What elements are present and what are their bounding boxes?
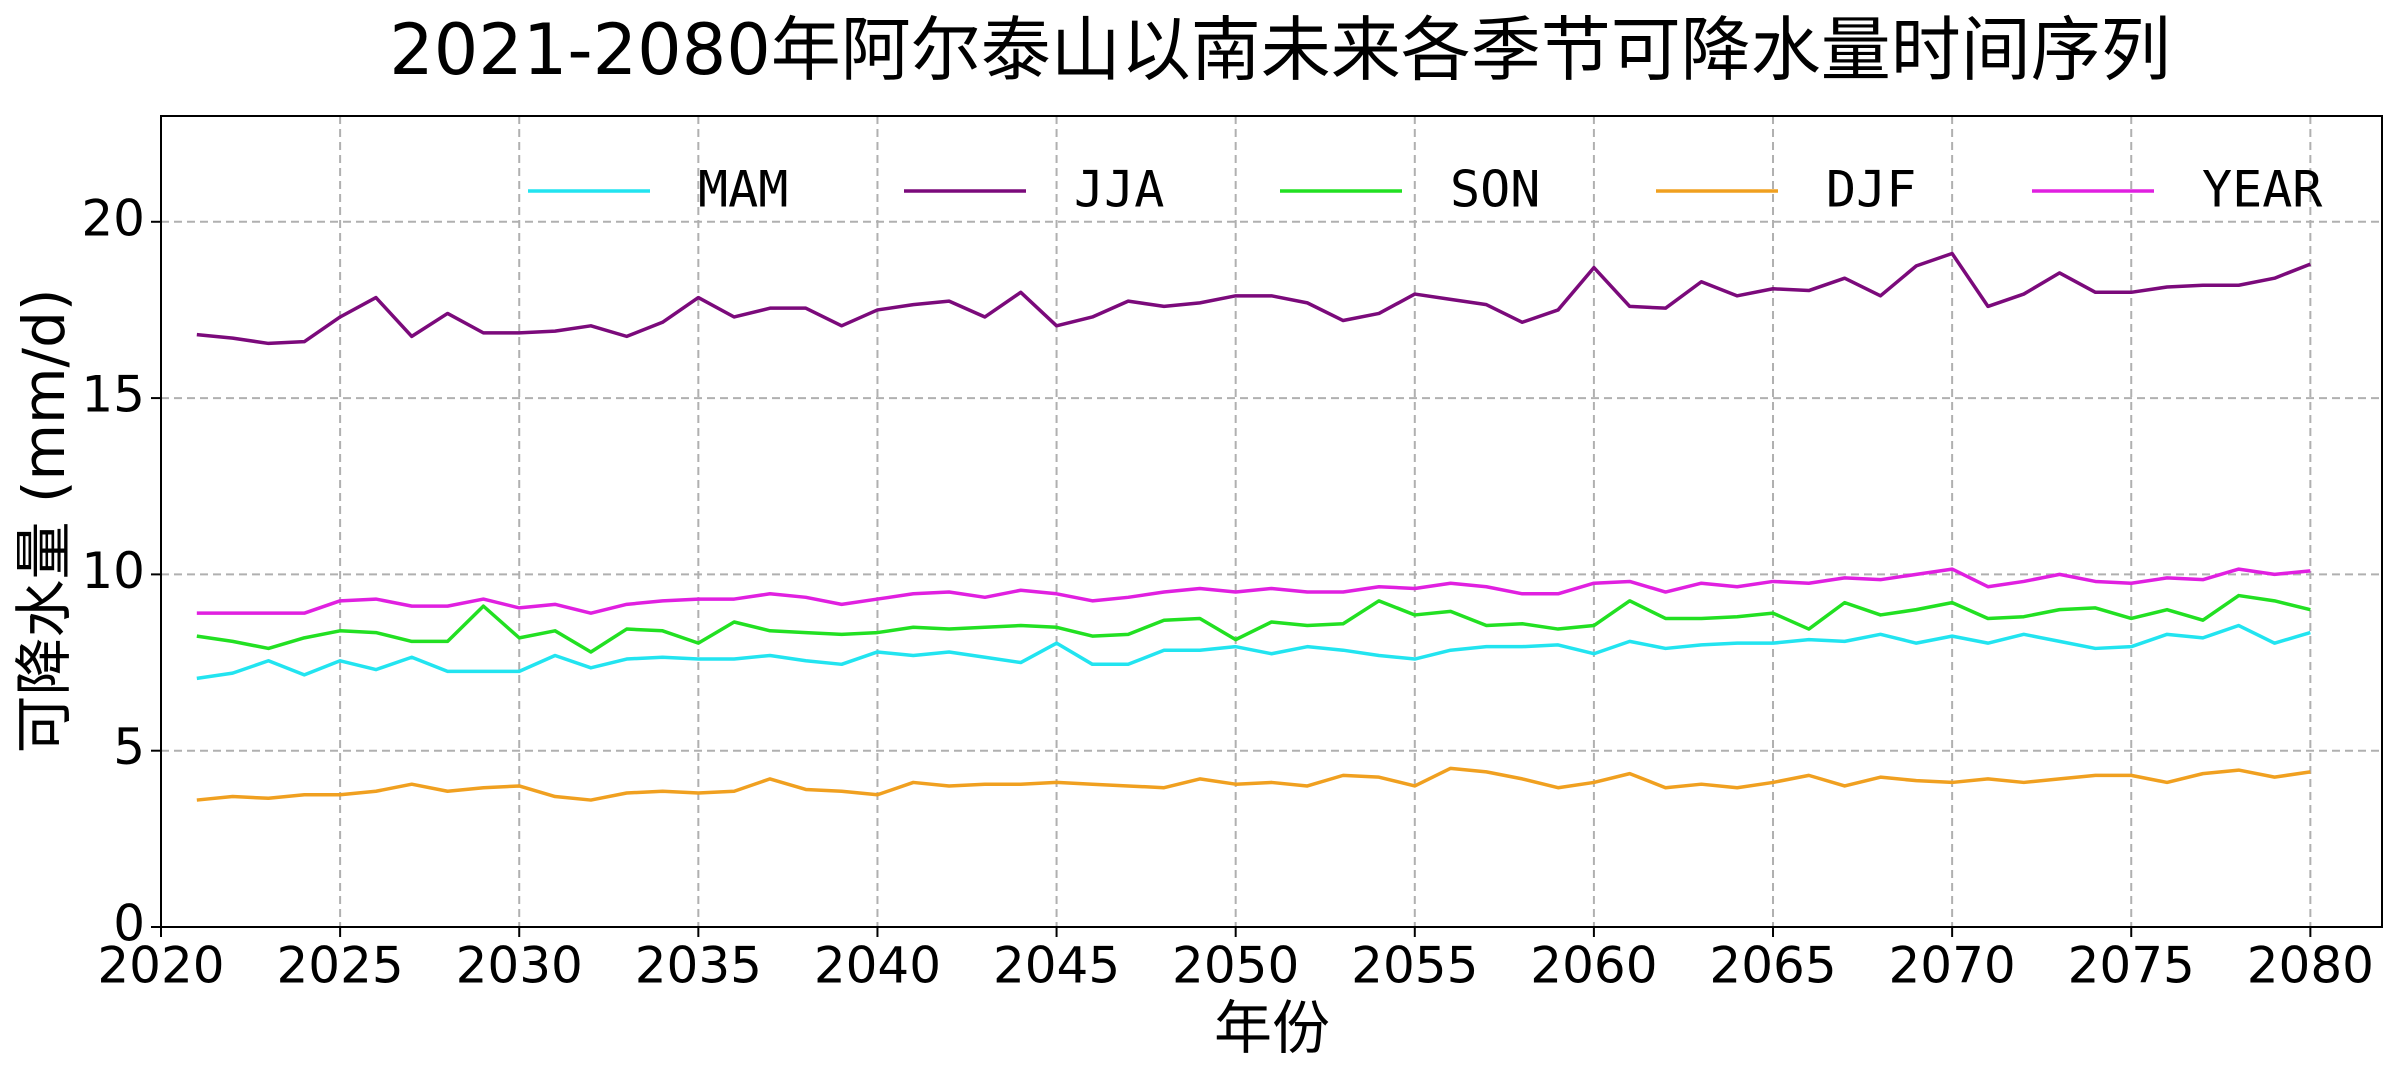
x-tick-label: 2050 (1172, 937, 1299, 995)
x-tick-label: 2035 (635, 937, 762, 995)
legend-label: YEAR (2202, 161, 2323, 219)
x-tick-label: 2025 (276, 937, 403, 995)
x-tick-label: 2055 (1351, 937, 1478, 995)
series-line (196, 567, 2311, 615)
legend-label: DJF (1826, 161, 1916, 219)
x-tick-label: 2080 (2247, 937, 2374, 995)
y-tick-label: 20 (81, 189, 145, 247)
y-tick-label: 10 (81, 542, 145, 600)
series-line (196, 251, 2311, 346)
series-line (196, 623, 2311, 681)
legend-label: SON (1450, 161, 1540, 219)
y-tick-label: 0 (113, 895, 145, 953)
series-line (196, 766, 2311, 802)
legend: MAM JJA SON DJF YEAR (528, 161, 2323, 219)
x-tick-label: 2060 (1530, 937, 1657, 995)
x-tick-label: 2075 (2068, 937, 2195, 995)
y-tick-label: 15 (81, 366, 145, 424)
chart-title: 2021-2080年阿尔泰山以南未来各季节可降水量时间序列 (389, 9, 2171, 91)
grid: 2020 2025 2030 2035 2040 2045 2050 2055 2060 2065… (81, 116, 2382, 995)
legend-label: MAM (698, 161, 788, 219)
legend-label: JJA (1074, 161, 1164, 219)
x-tick-label: 2065 (1709, 937, 1836, 995)
series-line (196, 593, 2311, 654)
plot-lines (196, 251, 2311, 802)
x-tick-label: 2020 (97, 937, 224, 995)
x-tick-label: 2070 (1889, 937, 2016, 995)
x-axis-label: 年份 (1214, 994, 1330, 1062)
plot-frame (160, 115, 2383, 928)
y-tick-label: 5 (113, 718, 145, 776)
x-tick-label: 2030 (456, 937, 583, 995)
x-tick-label: 2040 (814, 937, 941, 995)
y-axis-label: 可降水量 (mm/d) (10, 288, 78, 753)
x-tick-label: 2045 (993, 937, 1120, 995)
